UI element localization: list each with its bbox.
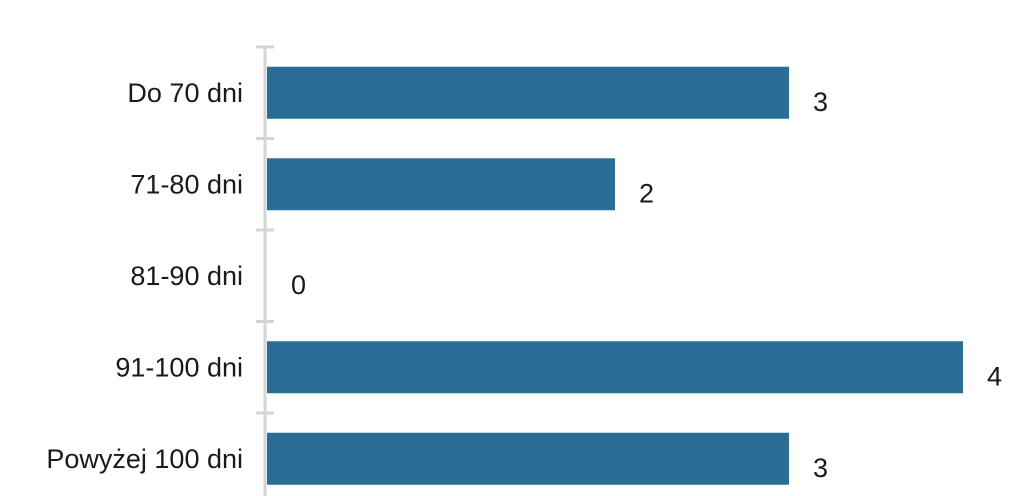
category-label: 71-80 dni [130,169,243,199]
category-label: 81-90 dni [130,261,243,291]
bar [267,432,789,485]
value-labels-group: 3 2 0 4 3 [291,87,1002,483]
category-axis [256,45,274,496]
category-label: Do 70 dni [127,78,243,108]
bars-group [267,66,963,485]
bar [267,158,615,211]
category-label: Powyżej 100 dni [46,444,243,474]
value-label: 2 [639,178,654,208]
value-label: 3 [813,87,828,117]
bar [267,66,789,119]
category-label: 91-100 dni [115,352,243,382]
bar [267,341,963,394]
category-labels-group: Do 70 dni 71-80 dni 81-90 dni 91-100 dni Pow… [46,78,243,474]
value-label: 3 [813,453,828,483]
value-label: 0 [291,270,306,300]
value-label: 4 [987,361,1002,391]
